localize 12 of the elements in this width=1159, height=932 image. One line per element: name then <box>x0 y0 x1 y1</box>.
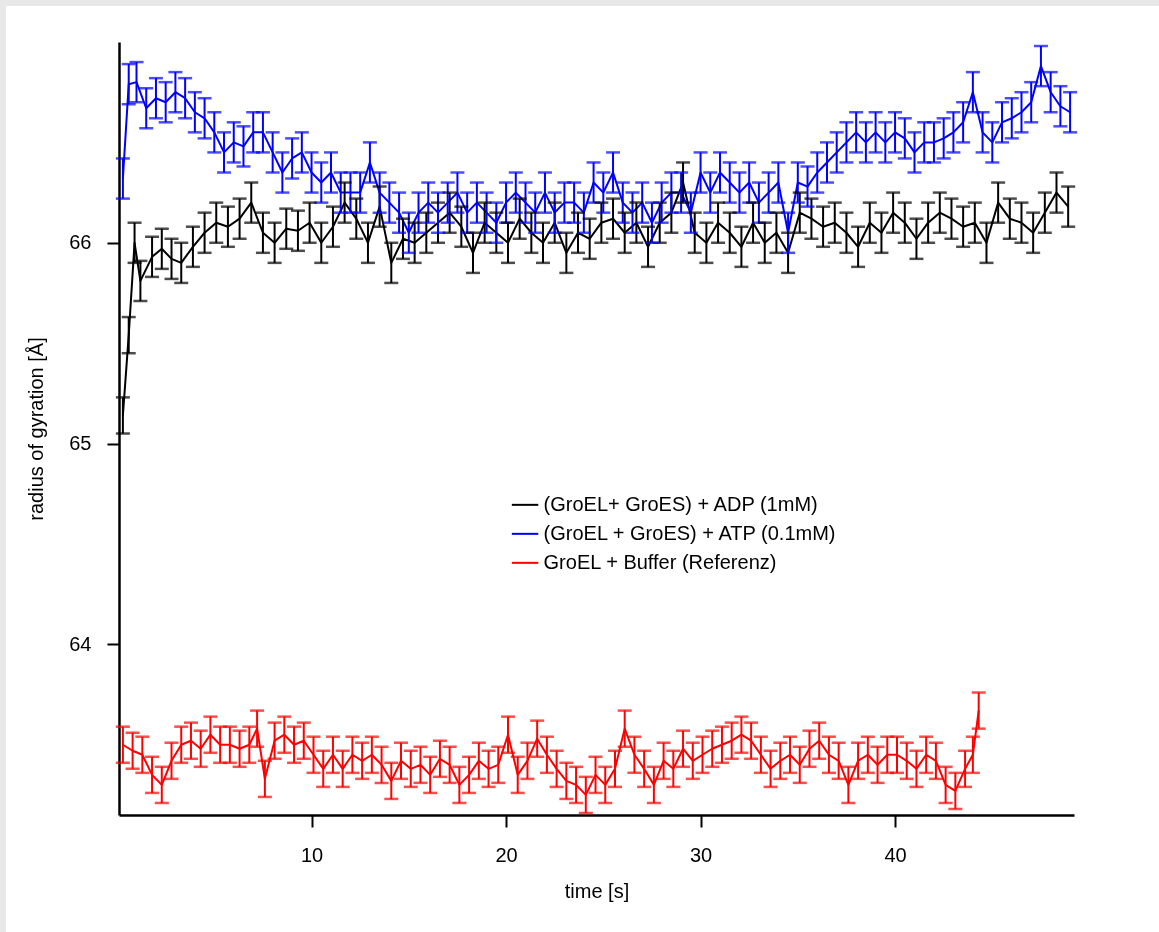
x-tick-label: 30 <box>689 843 713 866</box>
y-axis-title: radius of gyration [Å] <box>25 337 48 521</box>
y-tick-label: 65 <box>69 432 92 455</box>
legend-label: (GroEL+ GroES) + ADP (1mM) <box>543 492 818 515</box>
x-tick-label: 40 <box>884 843 907 866</box>
legend-label: (GroEL + GroES) + ATP (0.1mM) <box>543 521 836 544</box>
legend-label: GroEL + Buffer (Referenz) <box>543 550 777 573</box>
x-tick-label: 20 <box>495 843 518 866</box>
y-tick-label: 64 <box>69 632 92 655</box>
x-axis-title: time [s] <box>564 879 630 902</box>
x-tick-label: 10 <box>300 843 324 866</box>
y-tick-label: 66 <box>69 231 92 254</box>
